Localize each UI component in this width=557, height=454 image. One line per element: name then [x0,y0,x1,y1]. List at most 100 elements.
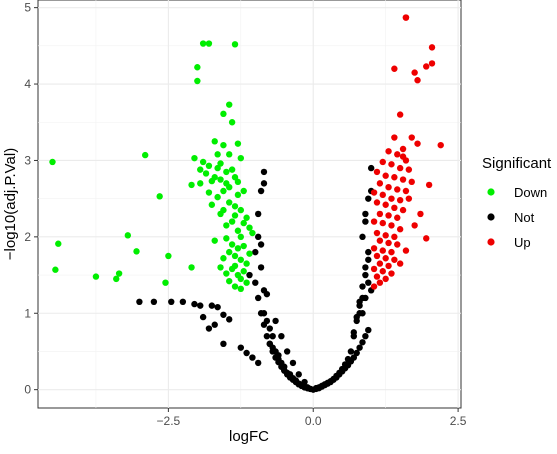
point-down [228,265,236,273]
point-down [231,203,239,210]
point-up [391,233,398,241]
point-down [217,210,224,218]
point-down [228,119,236,126]
point-not [257,241,265,248]
point-not [359,233,366,241]
point-down [223,168,230,176]
y-tick-label: 1 [24,306,31,320]
point-down [113,275,120,283]
point-down [234,227,242,234]
point-down [197,180,204,187]
point-down [237,256,245,263]
point-down [249,229,256,237]
point-down [202,170,210,177]
point-down [162,279,169,286]
point-not [272,317,279,325]
point-up [382,201,389,208]
point-not [356,344,363,351]
x-tick-label: 2.5 [450,414,467,428]
point-down [217,176,224,183]
point-not [272,354,279,361]
point-not [367,164,375,172]
point-up [414,140,421,147]
point-down [231,212,239,219]
point-down [237,275,245,283]
point-up [370,265,378,273]
point-down [226,101,233,108]
point-up [396,196,404,204]
point-down [188,264,195,271]
point-not [365,279,372,286]
point-not [359,339,366,346]
point-up [388,161,395,168]
point-not [283,348,291,355]
point-down [55,240,62,247]
point-not [254,294,262,302]
point-not [260,321,268,328]
point-not [237,344,245,351]
point-not [168,298,175,305]
point-down [226,151,233,158]
point-down [197,166,204,173]
point-down [231,283,239,290]
y-tick-label: 2 [24,230,31,244]
point-not [208,302,216,309]
point-up [382,232,389,239]
point-up [391,256,398,263]
point-not [356,310,363,317]
point-not [191,300,198,308]
point-up [373,229,381,237]
point-up [396,226,404,233]
point-down [237,233,245,241]
point-down [220,141,227,149]
point-not [243,349,250,357]
point-not [295,371,302,378]
point-not [252,279,259,286]
point-not [257,187,265,195]
point-not [257,264,265,271]
point-down [237,154,245,162]
point-down [240,268,247,275]
point-not [260,180,268,187]
point-up [373,199,381,206]
point-down [133,248,140,255]
x-tick-label: −2.5 [157,414,181,428]
point-up [423,235,430,242]
point-up [396,111,404,118]
point-not [205,325,213,332]
point-not [246,271,253,279]
point-up [382,255,389,262]
point-down [231,41,239,48]
point-down [205,189,213,196]
legend-key-up [487,238,495,246]
point-not [359,294,366,302]
point-not [362,271,369,279]
point-not [350,329,357,336]
point-down [214,193,221,201]
point-down [223,270,230,277]
point-down [194,64,201,71]
point-up [402,247,410,254]
point-not [362,218,369,225]
point-up [399,145,407,153]
point-down [115,270,123,277]
point-up [388,222,395,229]
point-down [205,40,213,47]
data-points [49,14,444,393]
point-up [408,178,415,186]
point-not [150,298,158,305]
point-down [220,187,227,195]
point-not [254,359,262,367]
point-down [220,110,227,118]
point-up [394,214,401,221]
point-up [428,44,436,51]
point-down [237,285,245,293]
point-up [391,204,398,212]
point-up [370,189,378,196]
point-down [211,237,218,244]
point-not [359,283,366,290]
point-up [376,180,384,187]
point-down [199,158,207,166]
point-down [228,218,236,225]
point-up [385,239,392,247]
